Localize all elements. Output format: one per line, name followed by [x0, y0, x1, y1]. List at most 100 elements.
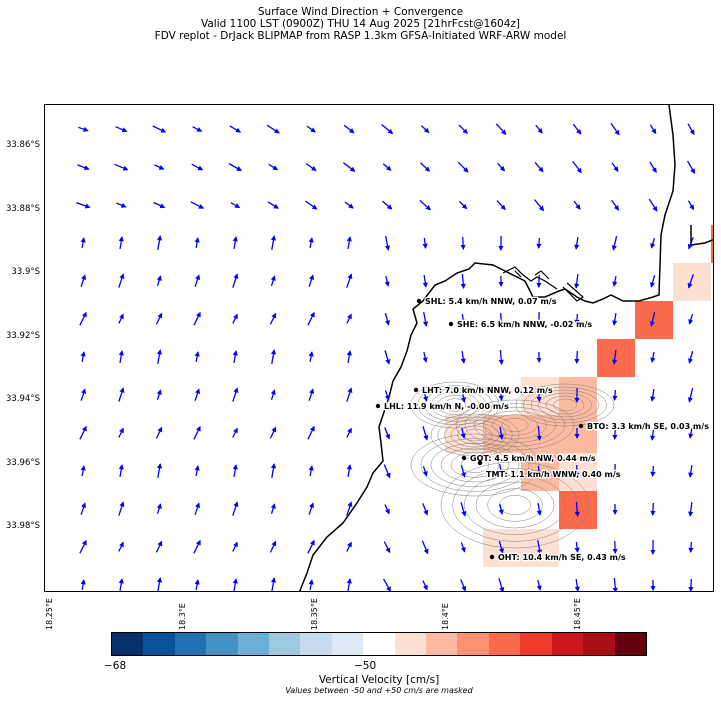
wind-arrow — [346, 313, 352, 324]
wind-arrow — [270, 349, 277, 365]
wind-arrow — [118, 541, 124, 552]
contour-line — [420, 438, 530, 492]
wind-arrow — [649, 161, 657, 173]
wind-arrow — [232, 387, 239, 402]
wind-arrow — [118, 313, 124, 324]
wind-arrow — [155, 426, 163, 439]
wind-arrow — [536, 237, 542, 250]
wind-arrow — [118, 273, 125, 288]
wind-arrow — [346, 578, 352, 591]
wind-arrow — [79, 425, 87, 440]
station-label: GOT: 4.5 km/h NW, 0.44 m/s — [470, 454, 596, 463]
wind-arrow — [194, 388, 201, 401]
wind-arrow — [191, 163, 204, 171]
wind-arrow — [192, 126, 203, 132]
wind-arrow — [118, 501, 125, 516]
colorbar-cell — [300, 633, 332, 655]
wind-arrow — [116, 202, 127, 208]
colorbar-cell — [520, 633, 552, 655]
wind-arrow — [382, 163, 392, 171]
coastline-path — [298, 105, 676, 591]
wind-arrow — [612, 540, 618, 555]
wind-arrow — [384, 235, 391, 251]
colorbar-tick-min: −68 — [104, 660, 127, 672]
wind-arrow — [649, 312, 656, 327]
wind-arrow — [688, 465, 694, 478]
wind-arrow — [307, 425, 315, 440]
wind-arrow — [460, 313, 466, 326]
wind-arrow — [346, 387, 353, 402]
wind-arrow — [346, 236, 352, 250]
contour-line — [430, 391, 480, 419]
contour-line — [464, 403, 566, 447]
wind-arrow — [267, 201, 279, 209]
station-dot — [489, 554, 495, 560]
contour-line — [492, 414, 538, 436]
wind-arrow — [308, 579, 314, 591]
convergence-cell — [673, 263, 711, 301]
wind-arrow — [307, 311, 315, 326]
wind-arrow — [687, 237, 694, 250]
wind-arrow — [650, 465, 656, 478]
wind-arrow — [574, 464, 580, 479]
convergence-cell — [559, 415, 597, 453]
station-oht: OHT: 10.4 km/h SE, 0.43 m/s — [489, 552, 627, 563]
wind-arrow — [688, 502, 694, 517]
wind-arrow — [612, 350, 618, 365]
station-label: BTO: 3.3 km/h SE, 0.03 m/s — [587, 422, 709, 431]
contour-line — [530, 389, 600, 421]
station-markers: SHL: 5.4 km/h NNW, 0.07 m/s SHE: 6.5 km/h… — [375, 296, 710, 563]
wind-arrow — [118, 427, 124, 438]
map-panel[interactable]: SHL: 5.4 km/h NNW, 0.07 m/s SHE: 6.5 km/h… — [44, 104, 714, 592]
wind-arrow — [194, 579, 200, 591]
wind-arrow — [194, 502, 201, 515]
lat-tick-label: 33.94°S — [6, 394, 40, 404]
wind-arrow — [422, 503, 429, 516]
wind-arrow — [650, 389, 656, 402]
wind-arrow — [118, 387, 125, 402]
colorbar-cell — [614, 633, 646, 655]
convergence-cell — [559, 491, 597, 529]
wind-arrow — [496, 200, 506, 211]
colorbar-cell — [237, 633, 270, 655]
contour-line — [410, 381, 500, 429]
map-canvas: SHL: 5.4 km/h NNW, 0.07 m/s SHE: 6.5 km/h… — [76, 105, 713, 591]
wind-arrow — [650, 502, 656, 517]
lat-tick-label: 33.88°S — [6, 204, 40, 214]
wind-arrow — [80, 351, 86, 363]
terrain-contours — [410, 381, 615, 549]
wind-arrow — [346, 273, 353, 288]
wind-arrow — [232, 501, 239, 516]
wind-arrow — [650, 351, 656, 363]
wind-arrow — [421, 540, 429, 555]
wind-arrow — [232, 427, 238, 438]
wind-arrow — [612, 275, 618, 287]
lat-tick-label: 33.98°S — [6, 521, 40, 531]
wind-arrow — [574, 541, 580, 554]
wind-arrow — [114, 163, 129, 171]
colorbar-cell — [206, 633, 238, 655]
wind-arrow — [269, 540, 277, 553]
wind-arrow — [686, 160, 696, 175]
wind-arrow — [232, 236, 238, 250]
colorbar-cell — [174, 633, 207, 655]
contour-line — [483, 410, 547, 440]
wind-arrow — [346, 501, 353, 516]
contour-line — [474, 407, 556, 443]
contour-line — [440, 461, 590, 549]
colorbar-cell — [551, 633, 584, 655]
convergence-cell — [521, 377, 559, 415]
wind-arrow — [80, 579, 86, 591]
wind-arrow — [229, 125, 242, 133]
wind-arrow — [308, 351, 314, 363]
wind-arrow — [305, 163, 317, 171]
colorbar-title: Vertical Velocity [cm/s] — [318, 674, 440, 686]
wind-arrow — [381, 200, 393, 210]
contour-line — [499, 495, 531, 515]
wind-arrow — [383, 464, 391, 479]
wind-arrow — [536, 579, 542, 591]
station-dot — [461, 455, 467, 461]
wind-arrow — [688, 314, 694, 325]
wind-arrow — [574, 350, 580, 365]
wind-arrow — [612, 577, 618, 591]
